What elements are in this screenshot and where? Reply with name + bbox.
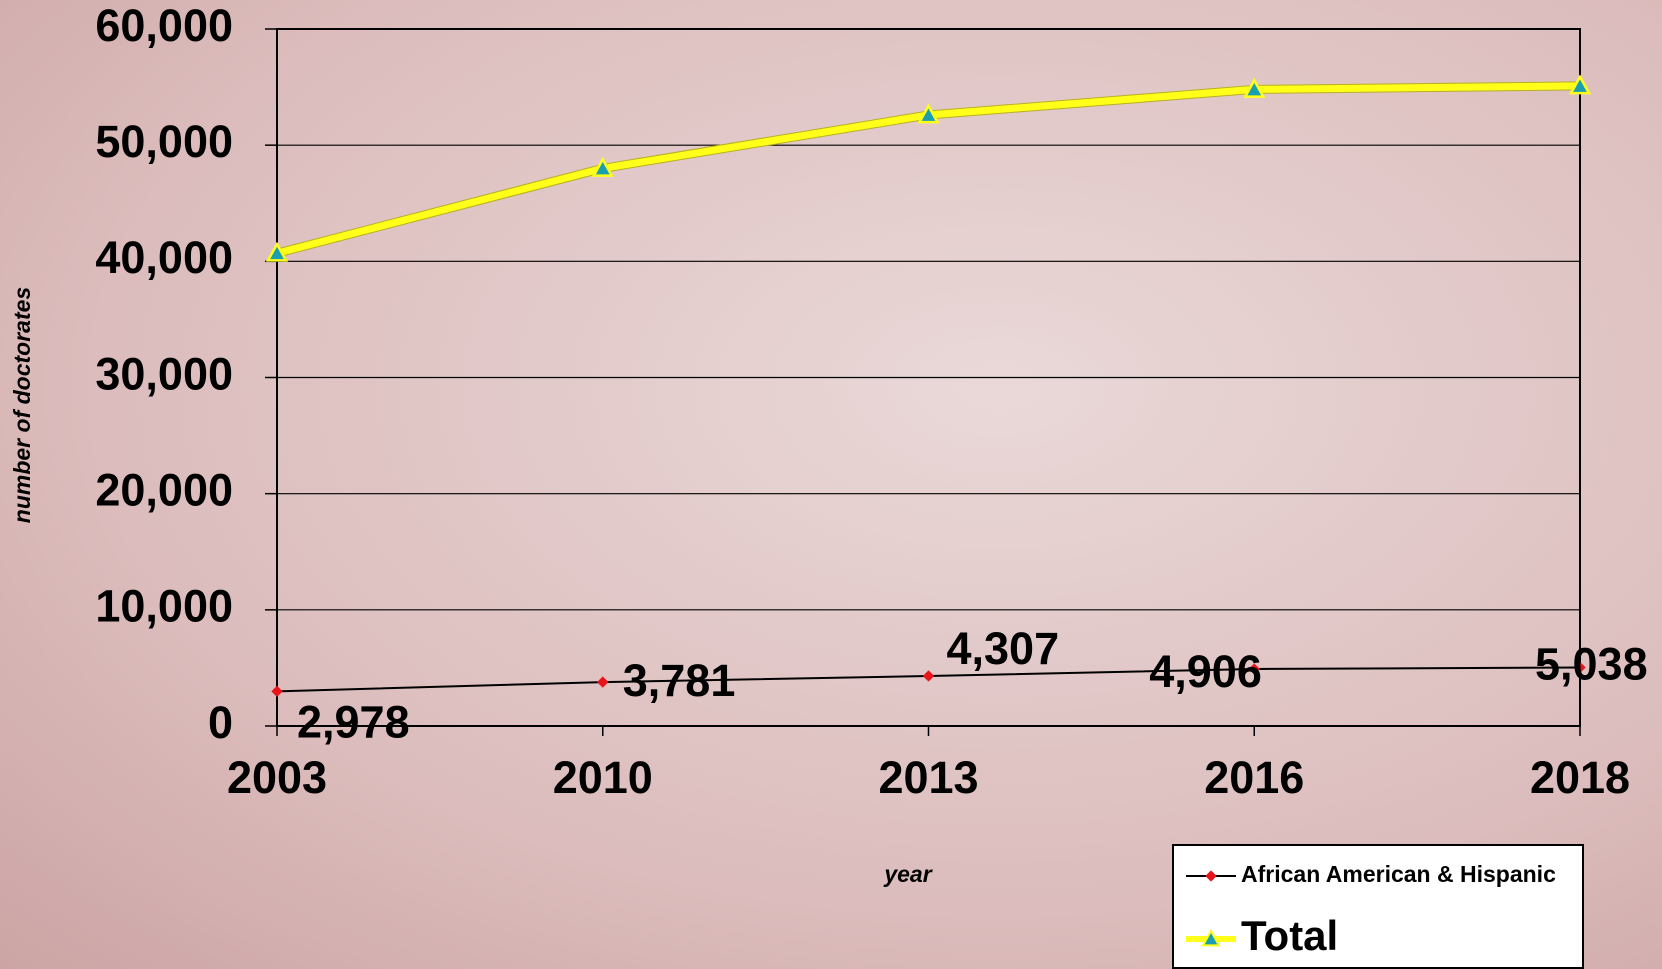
data-label: 4,307: [947, 623, 1060, 674]
x-tick-label: 2010: [553, 752, 653, 803]
x-tick-label: 2016: [1204, 752, 1304, 803]
x-axis-label: year: [883, 861, 932, 887]
y-tick-label: 50,000: [95, 116, 233, 167]
page: number of doctorates year 0 10,000 20,000 3…: [0, 0, 1662, 969]
x-tick-label: 2018: [1530, 752, 1630, 803]
x-tick-label: 2013: [878, 752, 978, 803]
y-tick-label: 60,000: [95, 0, 233, 51]
x-tick-label: 2003: [227, 752, 327, 803]
data-label: 2,978: [297, 696, 410, 747]
y-tick-label: 20,000: [95, 465, 233, 516]
data-label: 4,906: [1149, 646, 1262, 697]
data-label: 3,781: [623, 655, 736, 706]
y-tick-label: 10,000: [95, 581, 233, 632]
data-label: 5,038: [1535, 638, 1648, 689]
chart: number of doctorates year 0 10,000 20,000 3…: [0, 0, 1662, 969]
legend-label: African American & Hispanic: [1241, 861, 1556, 887]
y-tick-label: 40,000: [95, 232, 233, 283]
y-axis-label: number of doctorates: [9, 287, 35, 523]
y-tick-label: 30,000: [95, 348, 233, 399]
legend-label: Total: [1241, 912, 1338, 959]
y-tick-label: 0: [208, 697, 233, 748]
